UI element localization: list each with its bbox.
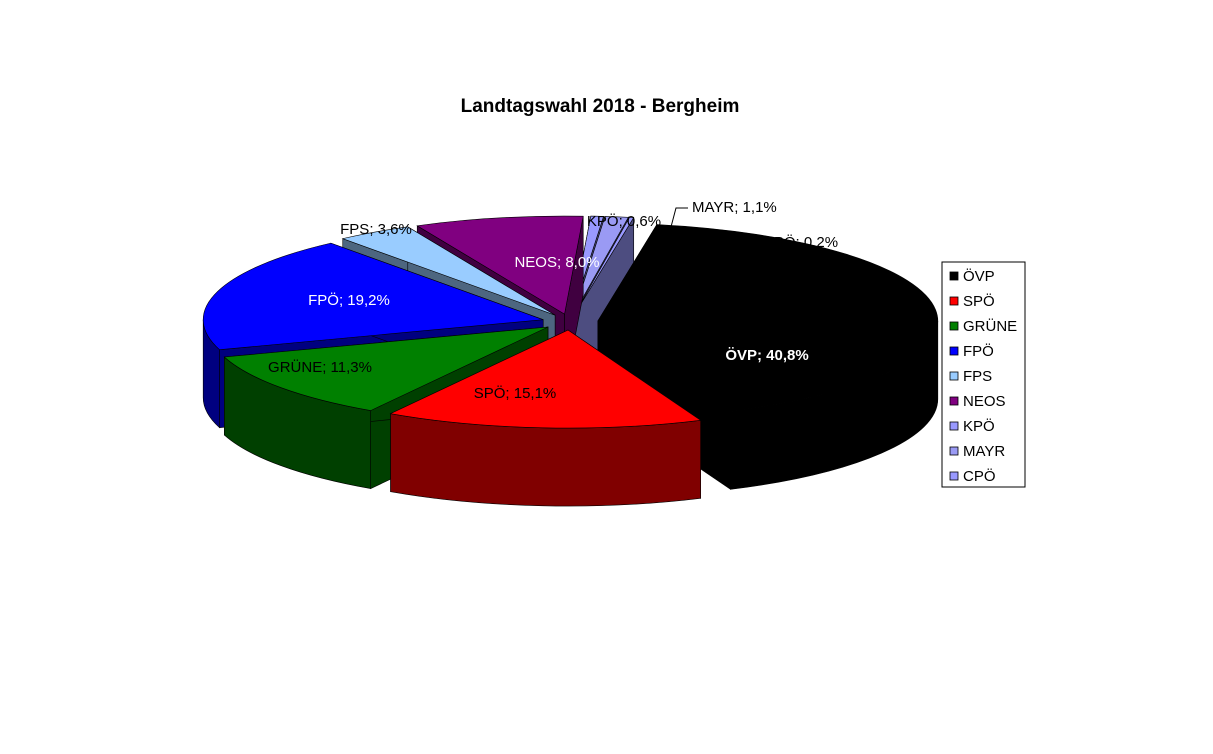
legend-label: MAYR [963,443,1005,460]
legend-label: NEOS [963,393,1006,410]
legend-swatch [949,396,959,406]
legend-label: KPÖ [963,417,995,435]
legend-swatch [949,321,959,331]
legend-swatch [949,446,959,456]
legend-swatch [949,421,959,431]
data-label: GRÜNE; 11,3% [268,358,372,376]
data-label: MAYR; 1,1% [692,199,777,216]
legend-label: FPS [963,368,992,385]
data-label: FPÖ; 19,2% [308,291,390,309]
slice [341,226,556,316]
legend-swatch [949,346,959,356]
legend: ÖVP SPÖ GRÜNE FPÖ FPS NEOS KPÖ MAYR CPÖ [949,267,1017,485]
legend-swatch [949,471,959,481]
slice [223,326,549,411]
chart-title: Landtagswahl 2018 - Bergheim [461,96,740,117]
slice [202,242,544,351]
slice [389,329,702,507]
slice [597,224,939,412]
data-label: NEOS; 8,0% [514,254,599,271]
leader-line [666,207,688,243]
slice [389,329,702,429]
legend-label: FPÖ [963,342,994,360]
legend-swatch [949,371,959,381]
legend-label: CPÖ [963,467,996,485]
data-label: CPÖ; 0,2% [763,233,838,251]
leader-line [653,231,663,244]
legend-swatch [949,296,959,306]
slice [573,216,629,315]
data-label: KPÖ; 0,6% [587,212,661,230]
legend-swatch [949,271,959,281]
legend-label: SPÖ [963,292,995,310]
slice [574,217,635,315]
data-label: ÖVP; 40,8% [725,347,808,364]
data-label: SPÖ; 15,1% [474,384,557,402]
legend-label: ÖVP [963,267,995,285]
data-label: FPS; 3,6% [340,221,412,238]
pie: ÖVP; 40,8% SPÖ; 15,1% GRÜNE; 11,3% FPÖ; 19,… [202,199,939,507]
slice [416,215,584,315]
legend-label: GRÜNE [963,317,1017,335]
